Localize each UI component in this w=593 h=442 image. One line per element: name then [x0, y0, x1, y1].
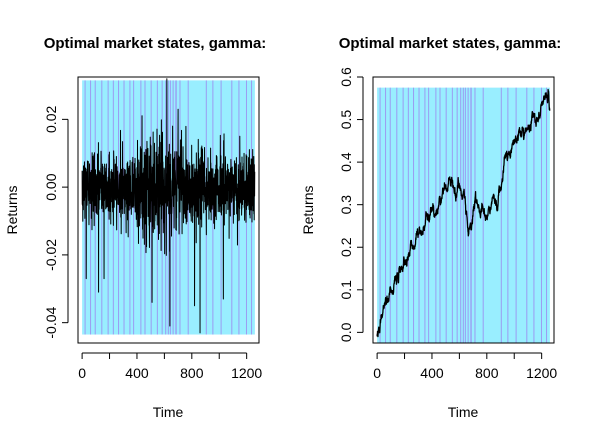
- right-regime-turbulent-band-3: [396, 87, 398, 343]
- right-y-tick-label: 0.5: [338, 110, 354, 130]
- right-regime-turbulent-band-1: [385, 87, 387, 343]
- right-y-tick-label: 0.0: [338, 322, 354, 342]
- left-x-tick-label: 0: [78, 365, 86, 381]
- right-regime-turbulent-band-19: [470, 87, 472, 343]
- left-regime-turbulent-band-23: [212, 80, 214, 335]
- right-regime-turbulent-band-15: [460, 87, 462, 343]
- left-regime-turbulent-band-1: [90, 80, 92, 335]
- right-regime-turbulent-band-12: [445, 87, 447, 343]
- right-y-tick-label: 0.3: [338, 195, 354, 215]
- right-regime-turbulent-band-25: [526, 87, 528, 343]
- right-regime-turbulent-band-4: [402, 87, 404, 343]
- right-regime-turbulent-band-28: [546, 87, 548, 343]
- right-regime-turbulent-band-26: [533, 87, 535, 343]
- left-x-axis: 0 400 800 1200: [78, 352, 262, 381]
- left-x-tick-label: 400: [125, 365, 149, 381]
- left-regime-turbulent-band-2: [94, 80, 96, 335]
- right-regime-turbulent-band-7: [418, 87, 420, 343]
- left-y-tick-label: -0.04: [43, 307, 59, 339]
- left-y-tick-label: 0.00: [43, 173, 59, 200]
- right-regime-turbulent-band-21: [482, 87, 484, 343]
- right-regime-turbulent-band-17: [464, 87, 466, 343]
- right-plot-frame: [372, 76, 555, 344]
- left-x-axis-label: Time: [153, 404, 184, 420]
- right-regime-turbulent-band-0: [379, 87, 381, 343]
- right-y-tick-label: 0.1: [338, 280, 354, 300]
- right-y-tick-label: 0.4: [338, 152, 354, 172]
- right-regime-turbulent-band-2: [389, 87, 391, 343]
- right-regime-turbulent-band-8: [424, 87, 426, 343]
- left-regime-turbulent-band-9: [133, 80, 135, 335]
- right-regime-turbulent-band-5: [407, 87, 409, 343]
- right-regime-turbulent-band-23: [507, 87, 509, 343]
- left-regime-turbulent-band-6: [118, 80, 120, 335]
- left-chart-title: Optimal market states, gamma:: [44, 35, 267, 52]
- right-y-tick-label: 0.6: [338, 67, 354, 87]
- left-series-line: [81, 78, 256, 334]
- left-y-axis-label: Returns: [4, 185, 20, 234]
- right-regime-turbulent-band-11: [439, 87, 441, 343]
- right-regime-turbulent-band-18: [467, 87, 469, 343]
- right-x-axis-label: Time: [448, 404, 479, 420]
- right-chart-title: Optimal market states, gamma:: [339, 35, 562, 52]
- right-series-line: [376, 88, 551, 338]
- panel-right: Optimal market states, gamma: 0 400 800 120…: [300, 35, 561, 420]
- panel-left: Optimal market states, gamma: 0 400 800 120…: [4, 35, 266, 420]
- right-regime-shading: [377, 87, 550, 343]
- right-x-tick-label: 0: [373, 365, 381, 381]
- right-series-layer: [376, 88, 551, 338]
- left-y-tick-label: 0.02: [43, 106, 59, 133]
- right-regime-turbulent-band-22: [500, 87, 502, 343]
- left-series-layer: [81, 78, 256, 334]
- left-y-axis: -0.04 -0.02 0.00 0.02: [43, 106, 69, 339]
- left-regime-turbulent-band-18: [172, 80, 174, 335]
- right-regime-turbulent-band-24: [515, 87, 517, 343]
- right-regime-turbulent-band-16: [462, 87, 464, 343]
- right-regime-turbulent-band-20: [474, 87, 476, 343]
- right-y-axis-label: Returns: [300, 185, 316, 234]
- right-x-tick-label: 1200: [526, 365, 557, 381]
- right-x-tick-label: 400: [420, 365, 444, 381]
- right-y-axis: 0.0 0.1 0.2 0.3 0.4 0.5 0.6: [338, 67, 364, 342]
- right-regime-turbulent-band-6: [413, 87, 415, 343]
- right-y-tick-label: 0.2: [338, 237, 354, 257]
- left-plot-frame: [77, 76, 260, 344]
- left-x-tick-label: 1200: [231, 365, 262, 381]
- right-regime-turbulent-band-13: [451, 87, 453, 343]
- left-regime-turbulent-band-25: [231, 80, 233, 335]
- left-x-tick-label: 800: [180, 365, 204, 381]
- right-regime-turbulent-band-27: [540, 87, 542, 343]
- right-x-axis: 0 400 800 1200: [373, 352, 557, 381]
- right-regime-turbulent-band-14: [456, 87, 458, 343]
- left-y-tick-label: -0.02: [43, 239, 59, 271]
- right-x-tick-label: 800: [475, 365, 499, 381]
- left-regime-turbulent-band-8: [129, 80, 131, 335]
